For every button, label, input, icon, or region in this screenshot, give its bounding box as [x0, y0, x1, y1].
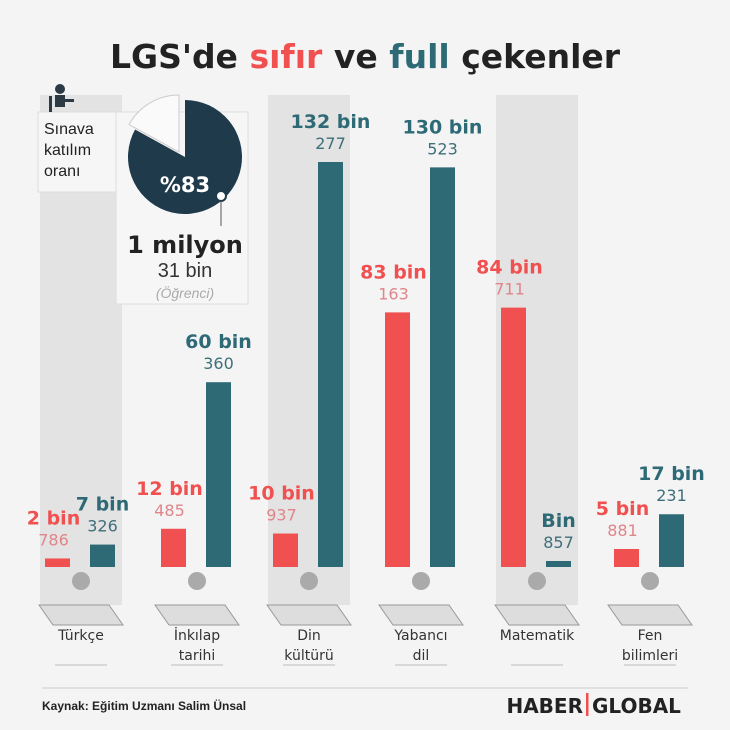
bar-label-full-number: 360 — [203, 354, 234, 373]
participation-total-bold: 1 milyon — [127, 231, 243, 259]
bar-label-full-number: 277 — [315, 134, 346, 153]
bar-label-sıfır-number: 485 — [154, 501, 185, 520]
participation-total-rest: 31 bin — [158, 260, 213, 282]
category-label: dil — [413, 648, 430, 664]
bar-label-full-bold: 132 bin — [291, 111, 371, 133]
pie-slice-participated — [128, 100, 242, 214]
haber-global-logo: HABER GLOBAL — [506, 693, 681, 718]
bar-label-full-number: 231 — [656, 486, 687, 505]
student-desk-icon — [49, 84, 74, 112]
bar-full — [318, 162, 343, 567]
bar-label-sıfır-bold: 5 bin — [596, 498, 649, 520]
bar-label-full-bold: 7 bin — [76, 494, 129, 516]
participation-percent: %83 — [160, 173, 210, 197]
title-part5: çekenler — [450, 37, 621, 76]
chart-title: LGS'de sıfır ve full çekenler — [110, 37, 621, 76]
bar-label-sıfır-number: 937 — [266, 506, 297, 525]
student-illustration — [300, 572, 318, 590]
bar-label-full-bold: 130 bin — [403, 116, 483, 138]
category-label: kültürü — [284, 648, 333, 664]
title-full: full — [389, 37, 449, 76]
bar-label-sıfır-number: 711 — [494, 280, 525, 299]
bar-sıfır — [273, 533, 298, 567]
brand-separator — [586, 693, 589, 716]
bar-full — [90, 544, 115, 567]
source-text: Kaynak: Eğitim Uzmanı Salim Ünsal — [42, 698, 246, 713]
bar-label-sıfır-bold: 83 bin — [360, 261, 427, 283]
bar-full — [206, 382, 231, 567]
bar-label-sıfır-bold: 84 bin — [476, 257, 543, 279]
bar-label-full-number: 857 — [543, 533, 574, 552]
bar-label-full-bold: 17 bin — [638, 463, 705, 485]
category-label: Matematik — [500, 628, 575, 644]
bar-sıfır — [161, 528, 186, 567]
title-part3: ve — [322, 37, 389, 76]
participation-label-line2: katılım — [44, 142, 91, 159]
pie-pointer-dot — [215, 190, 227, 202]
category-label: Fen — [638, 628, 663, 644]
student-illustration — [641, 572, 659, 590]
bar-label-sıfır-number: 881 — [607, 521, 638, 540]
bar-label-full-number: 523 — [427, 139, 458, 158]
bar-sıfır — [45, 558, 70, 567]
participation-label-line3: oranı — [44, 163, 80, 180]
bar-full — [430, 167, 455, 568]
bar-sıfır — [501, 307, 526, 567]
bar-full — [546, 561, 571, 567]
category-label: Din — [297, 628, 321, 644]
desk-illustration — [378, 604, 464, 626]
category-label: Yabancı — [393, 628, 447, 644]
bar-sıfır — [614, 548, 639, 567]
desk-illustration — [607, 604, 693, 626]
title-zero: sıfır — [249, 37, 323, 76]
participation-panel: Sınava katılım oranı %83 1 milyon 31 bin… — [37, 84, 249, 305]
student-illustration — [72, 572, 90, 590]
participation-unit: (Öğrenci) — [156, 284, 214, 301]
desk-illustration — [154, 604, 240, 626]
brand-left: HABER — [506, 694, 583, 718]
category-label: tarihi — [179, 648, 215, 664]
bar-label-sıfır-bold: 2 bin — [27, 507, 80, 529]
desk-illustration — [266, 604, 352, 626]
category-label: bilimleri — [622, 648, 678, 664]
desk-illustration — [38, 604, 124, 626]
category-label: Türkçe — [57, 628, 104, 644]
student-illustration — [412, 572, 430, 590]
title-part1: LGS'de — [110, 37, 249, 76]
bar-label-full-number: 326 — [87, 517, 118, 536]
bar-label-sıfır-number: 786 — [38, 530, 69, 549]
bar-label-sıfır-number: 163 — [378, 284, 409, 303]
student-illustration — [188, 572, 206, 590]
bar-full — [659, 514, 684, 567]
bar-label-full-bold: Bin — [541, 510, 576, 532]
student-illustration — [528, 572, 546, 590]
category-label: İnkılap — [174, 626, 220, 644]
participation-label-line1: Sınava — [44, 121, 94, 138]
desk-illustration — [494, 604, 580, 626]
pie-slice-absent — [128, 94, 180, 153]
bar-sıfır — [385, 312, 410, 567]
bar-label-sıfır-bold: 12 bin — [136, 478, 203, 500]
bar-label-sıfır-bold: 10 bin — [248, 483, 315, 505]
brand-right: GLOBAL — [592, 694, 681, 718]
bar-label-full-bold: 60 bin — [185, 331, 252, 353]
